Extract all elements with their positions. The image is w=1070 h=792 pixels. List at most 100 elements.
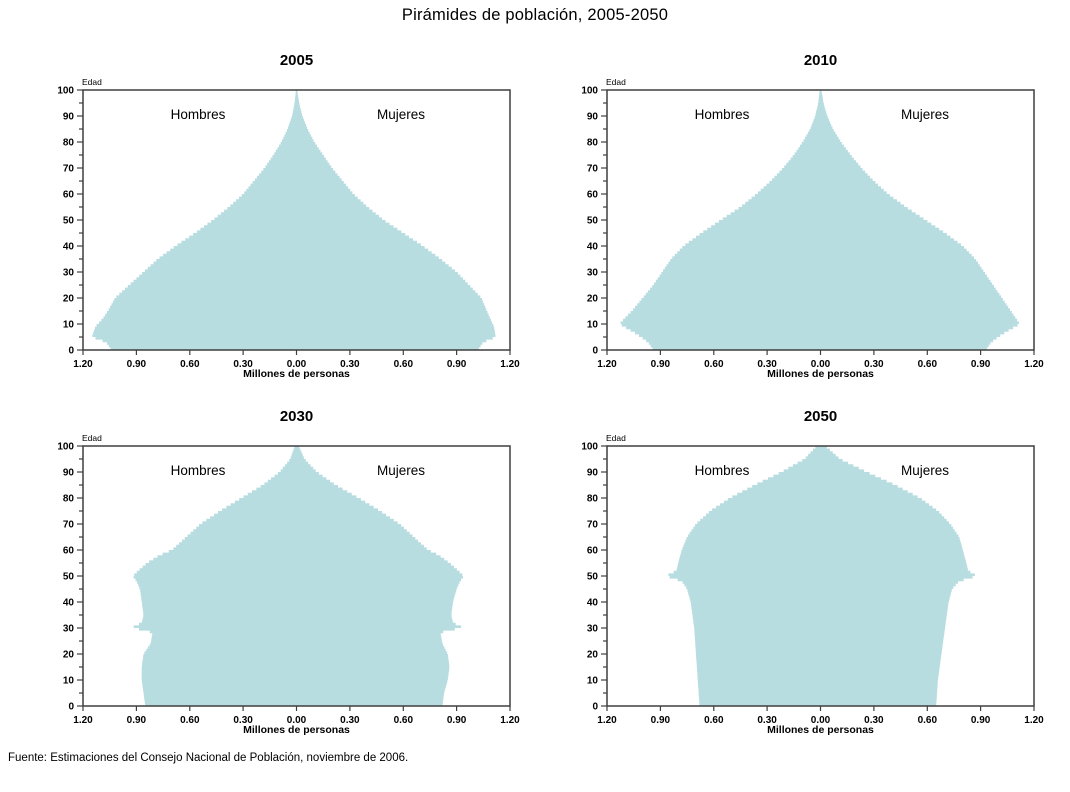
svg-text:10: 10: [63, 320, 75, 331]
pyramid-panel-2030: 2030 Edad Hombres Mujeres 0 10 20 30 40 50 60 7…: [16, 406, 530, 756]
x-axis-title: Millones de personas: [767, 724, 874, 736]
chart-title-2010: 2010: [803, 52, 838, 69]
svg-text:100: 100: [57, 442, 74, 453]
pyramid-chart-svg-2005: 0 10 20 30 40 50 60 70 80 90 100 1.20 0.90 0.60 0.30 0.…: [57, 86, 520, 371]
x-axis-title: Millones de personas: [243, 368, 350, 380]
svg-text:0: 0: [592, 346, 598, 357]
y-axis-title: Edad: [82, 433, 102, 443]
svg-text:1.20: 1.20: [500, 359, 520, 370]
svg-text:60: 60: [63, 190, 75, 201]
svg-text:60: 60: [587, 546, 599, 557]
male-side-label: Hombres: [694, 463, 750, 478]
female-side-label: Mujeres: [376, 463, 425, 478]
svg-text:90: 90: [587, 468, 599, 479]
svg-text:50: 50: [63, 572, 75, 583]
svg-text:1.20: 1.20: [597, 715, 617, 726]
pyramid-panel-2050: 2050 Edad Hombres Mujeres 0 10 20 30 40 50 60 7…: [540, 406, 1054, 756]
svg-text:60: 60: [587, 190, 599, 201]
svg-text:0.60: 0.60: [918, 359, 938, 370]
x-axis-ticks: 1.20 0.90 0.60 0.30 0.00 0.30 0.60 0.90 1.20: [73, 706, 520, 726]
y-axis-ticks: 0 10 20 30 40 50 60 70 80 90 100: [57, 86, 83, 357]
svg-text:30: 30: [587, 624, 599, 635]
svg-text:0.90: 0.90: [651, 715, 671, 726]
svg-text:0.30: 0.30: [340, 359, 360, 370]
svg-text:20: 20: [63, 650, 75, 661]
svg-text:100: 100: [581, 86, 598, 97]
y-axis-title: Edad: [606, 77, 626, 87]
svg-text:1.20: 1.20: [500, 715, 520, 726]
svg-text:0.60: 0.60: [704, 359, 724, 370]
svg-text:30: 30: [587, 268, 599, 279]
svg-text:0.90: 0.90: [651, 359, 671, 370]
plot-frame: [606, 89, 1035, 351]
svg-text:1.20: 1.20: [1024, 715, 1044, 726]
female-side-label: Mujeres: [376, 107, 425, 122]
svg-text:50: 50: [587, 216, 599, 227]
svg-text:0.30: 0.30: [233, 715, 253, 726]
svg-text:0: 0: [68, 702, 74, 713]
svg-text:0.60: 0.60: [180, 359, 200, 370]
svg-text:40: 40: [587, 242, 599, 253]
male-side-label: Hombres: [170, 463, 226, 478]
svg-text:60: 60: [63, 546, 75, 557]
y-axis-ticks: 0 10 20 30 40 50 60 70 80 90 100: [57, 442, 83, 713]
svg-text:10: 10: [587, 676, 599, 687]
svg-text:0.30: 0.30: [864, 359, 884, 370]
pyramid-chart-svg-2030: 0 10 20 30 40 50 60 70 80 90 100 1.20 0.90 0.60 0.30 0.…: [57, 442, 520, 727]
svg-text:0.00: 0.00: [811, 715, 831, 726]
chart-title-2030: 2030: [279, 408, 314, 425]
svg-text:70: 70: [587, 164, 599, 175]
svg-text:40: 40: [587, 598, 599, 609]
svg-text:0.30: 0.30: [757, 715, 777, 726]
svg-text:30: 30: [63, 624, 75, 635]
svg-text:90: 90: [587, 112, 599, 123]
svg-text:0: 0: [68, 346, 74, 357]
pyramid-shape: [620, 90, 1019, 350]
svg-text:0.00: 0.00: [811, 359, 831, 370]
svg-text:70: 70: [63, 164, 75, 175]
svg-text:20: 20: [587, 294, 599, 305]
plot-frame: [82, 89, 511, 351]
pyramid-shape: [92, 90, 496, 350]
pyramid-shape: [133, 446, 463, 706]
x-axis-title: Millones de personas: [243, 724, 350, 736]
svg-text:80: 80: [63, 494, 75, 505]
svg-text:0: 0: [592, 702, 598, 713]
svg-text:10: 10: [63, 676, 75, 687]
female-side-label: Mujeres: [900, 107, 949, 122]
svg-text:40: 40: [63, 242, 75, 253]
svg-text:50: 50: [63, 216, 75, 227]
svg-text:80: 80: [63, 138, 75, 149]
svg-text:1.20: 1.20: [1024, 359, 1044, 370]
svg-text:0.00: 0.00: [287, 359, 307, 370]
page-title: Pirámides de población, 2005-2050: [401, 6, 669, 24]
svg-text:0.30: 0.30: [864, 715, 884, 726]
svg-text:20: 20: [63, 294, 75, 305]
svg-text:70: 70: [587, 520, 599, 531]
svg-text:30: 30: [63, 268, 75, 279]
chart-title-2050: 2050: [803, 408, 838, 425]
svg-text:50: 50: [587, 572, 599, 583]
svg-text:0.90: 0.90: [971, 715, 991, 726]
x-axis-title: Millones de personas: [767, 368, 874, 380]
x-axis-ticks: 1.20 0.90 0.60 0.30 0.00 0.30 0.60 0.90 1.20: [597, 706, 1044, 726]
svg-text:0.60: 0.60: [918, 715, 938, 726]
svg-text:1.20: 1.20: [73, 715, 93, 726]
svg-text:1.20: 1.20: [73, 359, 93, 370]
svg-text:0.30: 0.30: [233, 359, 253, 370]
y-axis-ticks: 0 10 20 30 40 50 60 70 80 90 100: [581, 442, 607, 713]
x-axis-ticks: 1.20 0.90 0.60 0.30 0.00 0.30 0.60 0.90 1.20: [597, 350, 1044, 370]
male-side-label: Hombres: [170, 107, 226, 122]
svg-text:80: 80: [587, 138, 599, 149]
svg-text:0.60: 0.60: [180, 715, 200, 726]
svg-text:80: 80: [587, 494, 599, 505]
svg-text:40: 40: [63, 598, 75, 609]
pyramid-chart-svg-2010: 0 10 20 30 40 50 60 70 80 90 100 1.20 0.90 0.60 0.30 0.…: [581, 86, 1044, 371]
svg-text:0.90: 0.90: [127, 715, 147, 726]
y-axis-title: Edad: [606, 433, 626, 443]
plot-frame: [606, 445, 1035, 707]
svg-text:0.90: 0.90: [127, 359, 147, 370]
female-side-label: Mujeres: [900, 463, 949, 478]
pyramid-panel-2005: 2005 Edad Hombres Mujeres 0 10 20 30 40 50 60 7…: [16, 50, 530, 400]
svg-text:70: 70: [63, 520, 75, 531]
